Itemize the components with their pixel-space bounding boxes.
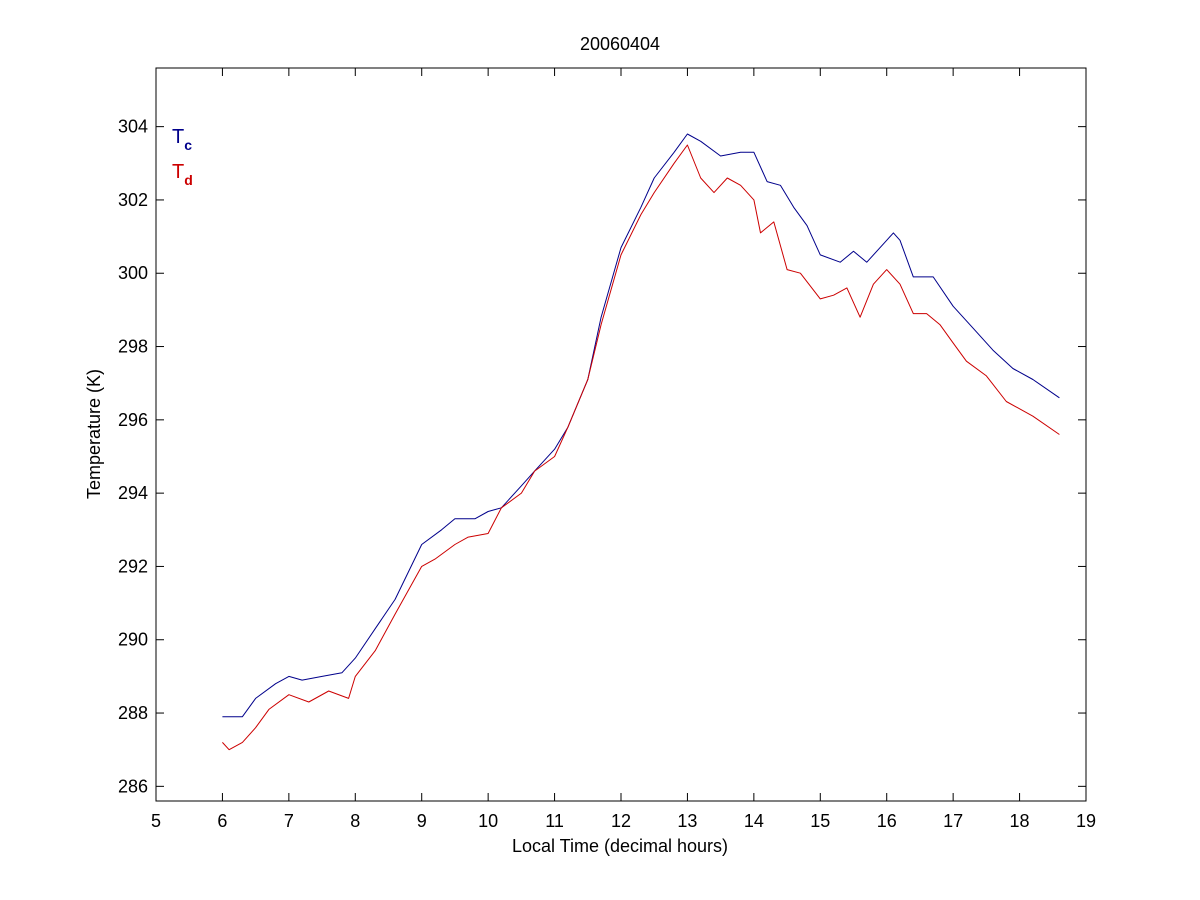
x-axis-label: Local Time (decimal hours) (512, 836, 728, 856)
x-tick-label: 9 (417, 811, 427, 831)
series-line-td (222, 144, 1060, 751)
x-tick-label: 15 (810, 811, 830, 831)
legend-td-label: T (172, 161, 184, 183)
legend-entry-td: Td (172, 161, 193, 188)
series-lines (222, 133, 1060, 751)
y-tick-label: 298 (118, 337, 148, 357)
y-tick-label: 300 (118, 263, 148, 283)
series-line-tc (222, 133, 1060, 718)
y-axis-label: Temperature (K) (84, 369, 104, 499)
x-tick-label: 11 (545, 811, 564, 831)
y-tick-label: 304 (118, 117, 148, 137)
y-tick-label: 286 (118, 776, 148, 796)
x-tick-label: 5 (151, 811, 161, 831)
y-tick-label: 296 (118, 410, 148, 430)
x-tick-label: 10 (478, 811, 498, 831)
plot-frame (155, 67, 1087, 802)
y-tick-label: 292 (118, 556, 148, 576)
x-tick-label: 6 (217, 811, 227, 831)
y-tick-label: 302 (118, 190, 148, 210)
y-tick-label: 288 (118, 703, 148, 723)
x-tick-label: 19 (1076, 811, 1096, 831)
legend-td-subscript: d (184, 172, 193, 188)
x-tick-label: 18 (1010, 811, 1030, 831)
x-tick-label: 7 (284, 811, 294, 831)
y-tick-label: 294 (118, 483, 148, 503)
x-tick-label: 13 (677, 811, 697, 831)
legend: Tc Td (172, 126, 193, 188)
legend-entry-tc: Tc (172, 126, 192, 153)
x-tick-label: 8 (350, 811, 360, 831)
legend-tc-label: T (172, 126, 184, 148)
x-tick-label: 17 (943, 811, 963, 831)
legend-tc-subscript: c (184, 137, 192, 153)
y-tick-label: 290 (118, 630, 148, 650)
x-tick-label: 14 (744, 811, 764, 831)
x-tick-label: 12 (611, 811, 631, 831)
chart-title: 20060404 (580, 34, 660, 54)
axis-ticks: 5 6 7 8 9 10 11 12 13 14 15 16 17 18 19 286 288 290 292 294… (118, 68, 1096, 831)
x-tick-label: 16 (877, 811, 897, 831)
